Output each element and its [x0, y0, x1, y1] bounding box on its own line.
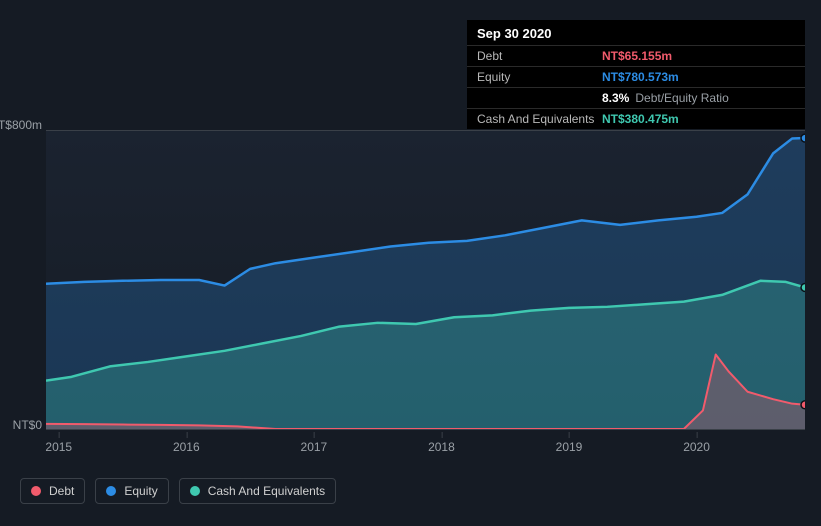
series-end-dot — [801, 283, 805, 291]
tooltip-label: Debt — [477, 49, 602, 63]
x-tick: 2018 — [428, 440, 455, 454]
legend-item-equity[interactable]: Equity — [95, 478, 168, 504]
y-label-min: NT$0 — [0, 418, 42, 432]
tooltip-row: 8.3%Debt/Equity Ratio — [467, 87, 805, 108]
tooltip-label — [477, 91, 602, 105]
tooltip-row: EquityNT$780.573m — [467, 66, 805, 87]
tooltip-value: NT$380.475m — [602, 112, 679, 126]
tooltip-value: 8.3%Debt/Equity Ratio — [602, 91, 729, 105]
x-axis: 2015 2016 2017 2018 2019 2020 — [46, 435, 805, 455]
y-label-max: NT$800m — [0, 118, 42, 132]
tooltip-suffix: Debt/Equity Ratio — [635, 91, 728, 105]
legend-item-cash-and-equivalents[interactable]: Cash And Equivalents — [179, 478, 336, 504]
series-end-dot — [801, 134, 805, 142]
legend-dot-icon — [31, 486, 41, 496]
tooltip-value: NT$780.573m — [602, 70, 679, 84]
chart-tooltip: Sep 30 2020 DebtNT$65.155mEquityNT$780.5… — [467, 20, 805, 129]
legend-item-debt[interactable]: Debt — [20, 478, 85, 504]
tooltip-date: Sep 30 2020 — [467, 20, 805, 45]
tooltip-label: Cash And Equivalents — [477, 112, 602, 126]
series-end-dot — [801, 401, 805, 409]
x-tick: 2019 — [556, 440, 583, 454]
legend-label: Debt — [49, 484, 74, 498]
tooltip-label: Equity — [477, 70, 602, 84]
tooltip-row: Cash And EquivalentsNT$380.475m — [467, 108, 805, 129]
legend-dot-icon — [106, 486, 116, 496]
tooltip-row: DebtNT$65.155m — [467, 45, 805, 66]
x-tick: 2016 — [173, 440, 200, 454]
legend-label: Cash And Equivalents — [208, 484, 325, 498]
legend-label: Equity — [124, 484, 157, 498]
chart-legend: Debt Equity Cash And Equivalents — [20, 478, 336, 504]
x-tick: 2020 — [683, 440, 710, 454]
x-tick: 2015 — [45, 440, 72, 454]
tooltip-value: NT$65.155m — [602, 49, 672, 63]
chart-plot[interactable] — [46, 130, 805, 430]
legend-dot-icon — [190, 486, 200, 496]
x-tick: 2017 — [301, 440, 328, 454]
